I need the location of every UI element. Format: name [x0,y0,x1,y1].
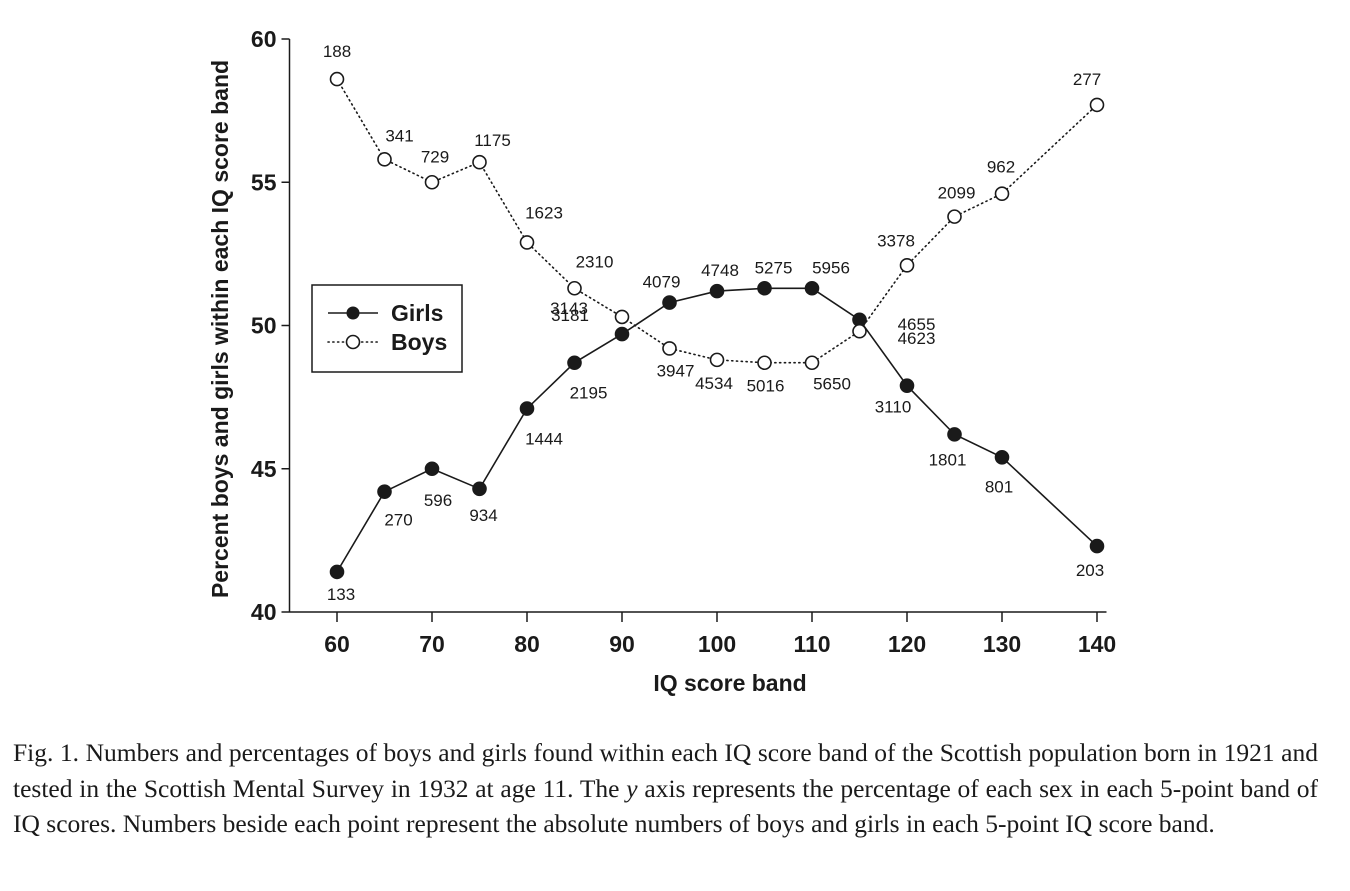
point-girls-70 [424,461,440,477]
series-layer [329,71,1105,580]
x-tick-label: 140 [1078,631,1116,657]
y-tick-label: 45 [251,456,277,482]
ticks: 60 70 80 90 100 110 120 130 140 40 45 50 55 60 [251,26,1116,657]
point-boys-60 [329,71,345,87]
x-tick-label: 80 [514,631,540,657]
count-label-boys-60: 188 [323,42,351,61]
count-label-boys-110: 5650 [813,375,851,394]
point-girls-120 [899,378,915,393]
legend-boys-label: Boys [391,329,447,355]
point-boys-70 [424,174,440,190]
point-girls-140 [1089,538,1105,554]
series-line-girls [336,287,1098,573]
point-boys-90 [614,309,630,325]
point-boys-130 [994,186,1010,202]
point-boys-65 [377,152,392,167]
caption-italic: y [626,773,638,803]
point-boys-125 [947,209,962,224]
count-label-girls-65: 270 [384,511,412,530]
point-girls-110 [804,280,820,296]
point-girls-75 [472,481,487,497]
point-girls-100 [709,283,725,299]
count-label-boys-65: 341 [385,126,413,145]
point-boys-140 [1089,97,1105,113]
count-label-boys-140: 277 [1073,70,1101,89]
count-label-boys-115: 4655 [898,315,936,334]
point-boys-75 [472,154,487,170]
count-label-boys-70: 729 [421,147,449,166]
data-labels: 133 270 596 934 1444 2195 3143 4079 4748 5275 5956… [323,42,1104,604]
point-boys-105 [757,355,772,371]
count-label-girls-100: 4748 [701,261,739,280]
point-boys-110 [804,355,820,371]
count-label-boys-130: 962 [987,158,1015,177]
count-label-girls-90: 3143 [550,299,588,318]
point-boys-85 [567,280,582,296]
point-girls-95 [662,295,677,310]
y-tick-label: 55 [251,169,277,195]
series-boys [329,71,1105,371]
x-tick-label: 60 [324,631,350,657]
count-label-girls-110: 5956 [812,258,850,277]
x-tick-label: 90 [609,631,635,657]
count-label-girls-60: 133 [327,585,355,604]
legend: Girls Boys [311,284,463,373]
count-label-boys-80: 1623 [525,203,563,222]
iq-sex-ratio-chart: 60 70 80 90 100 110 120 130 140 40 45 50 55 60 IQ sco… [207,26,1116,696]
x-tick-label: 120 [888,631,926,657]
count-label-boys-85: 2310 [576,252,614,271]
legend-girls-label: Girls [391,300,443,326]
y-axis-title: Percent boys and girls within each IQ sc… [207,60,233,598]
x-tick-label: 130 [983,631,1021,657]
legend-girls-marker [346,306,360,320]
legend-boys-marker [345,334,361,350]
count-label-girls-80: 1444 [525,430,563,449]
y-tick-label: 40 [251,599,277,625]
point-girls-85 [567,355,582,371]
x-tick-label: 100 [698,631,736,657]
point-boys-115 [852,323,867,339]
count-label-girls-95: 4079 [643,273,681,292]
count-label-girls-70: 596 [424,491,452,510]
count-label-girls-130: 801 [985,477,1013,496]
figure-caption: Fig. 1. Numbers and percentages of boys … [13,735,1318,842]
caption-part-1: Fig. 1. Numbers and percentages of boys … [13,738,1318,803]
point-boys-120 [899,258,915,273]
count-label-boys-95: 3947 [657,361,695,380]
legend-box [311,284,463,373]
count-label-girls-120: 3110 [875,398,912,417]
caption-part-2: axis represents the percentage of each s… [13,773,1318,839]
count-label-boys-125: 2099 [938,184,976,203]
point-girls-90 [614,326,630,342]
count-label-boys-120: 3378 [877,231,915,250]
count-label-boys-100: 4534 [695,374,733,393]
count-label-girls-125: 1801 [929,450,967,469]
point-boys-80 [519,235,535,250]
count-label-boys-105: 5016 [747,377,785,396]
count-label-girls-105: 5275 [755,258,793,277]
point-girls-80 [519,401,535,416]
count-label-girls-75: 934 [469,506,497,525]
count-label-boys-90: 3181 [551,306,589,325]
count-label-boys-75: 1175 [474,131,511,150]
count-label-girls-85: 2195 [570,384,608,403]
series-line-boys [336,78,1098,364]
y-tick-label: 60 [251,26,277,52]
point-girls-65 [377,484,392,499]
point-boys-100 [709,352,725,368]
point-girls-60 [329,564,345,580]
count-label-girls-140: 203 [1076,561,1104,580]
y-tick-label: 50 [251,313,277,339]
count-label-girls-115: 4623 [898,329,936,348]
point-girls-125 [947,427,962,442]
point-boys-95 [662,341,677,356]
x-tick-label: 110 [793,631,830,657]
x-axis-title: IQ score band [653,670,806,696]
x-tick-label: 70 [419,631,445,657]
point-girls-105 [757,280,772,296]
point-girls-130 [994,449,1010,465]
